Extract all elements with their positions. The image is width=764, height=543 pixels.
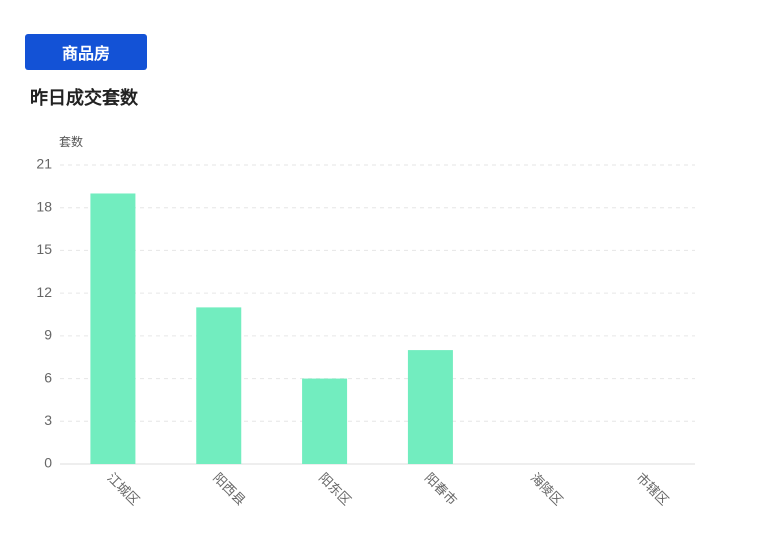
y-tick-label: 6 <box>44 369 52 385</box>
y-axis-label: 套数 <box>59 134 83 149</box>
bar <box>407 350 453 464</box>
y-tick-label: 18 <box>36 198 52 214</box>
x-tick-label: 江城区 <box>104 470 142 508</box>
y-tick-label: 21 <box>36 156 52 172</box>
x-tick-label: 阳春市 <box>422 470 460 508</box>
x-tick-label: 阳西县 <box>210 470 248 508</box>
bar <box>90 193 136 464</box>
y-tick-label: 12 <box>36 284 52 300</box>
x-tick-label: 海陵区 <box>528 470 566 508</box>
bar <box>302 378 348 464</box>
bar <box>196 307 242 464</box>
chart-title: 昨日成交套数 <box>30 87 139 108</box>
x-tick-label: 市辖区 <box>634 470 672 508</box>
x-tick-label: 阳东区 <box>316 470 354 508</box>
y-tick-label: 15 <box>36 241 52 257</box>
y-tick-label: 3 <box>44 412 52 428</box>
y-tick-label: 9 <box>44 327 52 343</box>
y-tick-label: 0 <box>44 455 52 471</box>
tab-button[interactable]: 商品房 <box>25 34 147 70</box>
